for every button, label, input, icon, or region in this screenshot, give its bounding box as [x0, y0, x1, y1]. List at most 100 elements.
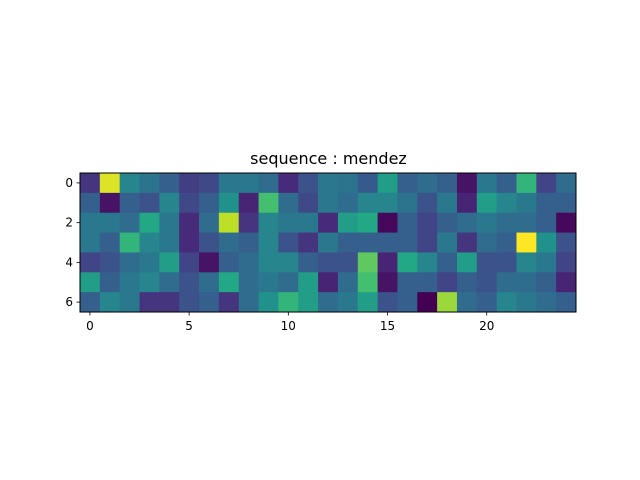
x-tick-label: 10 [281, 319, 296, 333]
heatmap-cell [496, 292, 517, 313]
heatmap-cell [218, 232, 240, 253]
heatmap-cell [258, 192, 279, 214]
heatmap-cell [99, 212, 121, 233]
heatmap-cell [99, 272, 121, 293]
heatmap-cell [159, 272, 180, 293]
heatmap-cell [318, 292, 339, 313]
heatmap-cell [218, 192, 240, 214]
heatmap-cell [556, 173, 577, 194]
heatmap-cell [357, 272, 378, 293]
heatmap-cell [238, 173, 259, 194]
heatmap-cell [199, 292, 220, 313]
heatmap-cell [199, 212, 220, 233]
heatmap-cell [536, 212, 557, 233]
heatmap-cell [298, 272, 319, 293]
heatmap-cell [218, 252, 240, 273]
heatmap-cell [337, 232, 359, 253]
heatmap-cell [80, 272, 101, 293]
heatmap-cell [99, 173, 121, 194]
heatmap-cell [278, 173, 299, 194]
heatmap-cell [516, 192, 537, 214]
heatmap-cell [119, 173, 140, 194]
heatmap-cell [496, 212, 517, 233]
heatmap-cell [318, 272, 339, 293]
heatmap-cell [437, 272, 458, 293]
heatmap-cell [397, 212, 418, 233]
heatmap-cell [536, 292, 557, 313]
heatmap-cell [278, 232, 299, 253]
x-tick-label: 0 [86, 319, 94, 333]
heatmap-cell [417, 292, 438, 313]
heatmap-cell [397, 272, 418, 293]
heatmap-cell [238, 252, 259, 273]
heatmap-cell [417, 173, 438, 194]
heatmap-cell [556, 252, 577, 273]
x-axis: 0 5 10 15 20 [86, 312, 494, 333]
heatmap-cell [456, 252, 478, 273]
heatmap-cell [476, 252, 498, 273]
heatmap-cell [377, 192, 398, 214]
heatmap-cell [139, 232, 160, 253]
heatmap-cell [139, 252, 160, 273]
heatmap-cell [357, 292, 378, 313]
heatmap-cell [496, 252, 517, 273]
heatmap-cell [536, 192, 557, 214]
heatmap-cell [476, 192, 498, 214]
y-tick-label: 4 [65, 255, 73, 269]
heatmap-cell [377, 173, 398, 194]
heatmap-cell [159, 212, 180, 233]
heatmap-cell [417, 192, 438, 214]
heatmap-cell [258, 212, 279, 233]
heatmap-cell [258, 292, 279, 313]
heatmap-cell [318, 232, 339, 253]
heatmap-cell [536, 272, 557, 293]
heatmap-cell [318, 192, 339, 214]
heatmap-cell [476, 272, 498, 293]
heatmap-cell [119, 292, 140, 313]
heatmap-cell [437, 192, 458, 214]
heatmap-cell [377, 232, 398, 253]
heatmap-cell [476, 292, 498, 313]
heatmap-cell [476, 232, 498, 253]
heatmap-cell [199, 173, 220, 194]
heatmap-cell [119, 232, 140, 253]
heatmap-cell [318, 252, 339, 273]
heatmap-cell [318, 173, 339, 194]
heatmap-cell [258, 252, 279, 273]
heatmap-cell [278, 292, 299, 313]
heatmap-cell [218, 173, 240, 194]
heatmap-cell [417, 272, 438, 293]
heatmap-cell [536, 173, 557, 194]
heatmap-cell [80, 292, 101, 313]
heatmap-cell [298, 232, 319, 253]
heatmap-cell [456, 272, 478, 293]
heatmap-cell [119, 272, 140, 293]
heatmap-cell [298, 192, 319, 214]
heatmap-cell [377, 292, 398, 313]
heatmap-cell [456, 212, 478, 233]
heatmap-cell [337, 192, 359, 214]
heatmap-cell [258, 173, 279, 194]
heatmap-cell [139, 173, 160, 194]
heatmap-cell [179, 292, 200, 313]
x-tick-label: 15 [380, 319, 395, 333]
heatmap-cell [179, 272, 200, 293]
heatmap-cell [139, 192, 160, 214]
heatmap-cell [357, 232, 378, 253]
heatmap-cell [456, 292, 478, 313]
heatmap-cell [258, 232, 279, 253]
heatmap-cell [417, 232, 438, 253]
heatmap-cell [337, 252, 359, 273]
heatmap-cell [556, 292, 577, 313]
heatmap-cell [119, 212, 140, 233]
heatmap-cell [397, 292, 418, 313]
heatmap-cell [516, 252, 537, 273]
heatmap-cell [159, 232, 180, 253]
heatmap-cell [139, 212, 160, 233]
heatmap-cell [536, 232, 557, 253]
heatmap-cell [496, 192, 517, 214]
heatmap-cell [298, 292, 319, 313]
y-tick-label: 6 [65, 295, 73, 309]
heatmap-cell [496, 232, 517, 253]
chart-title: sequence : mendez [250, 149, 407, 168]
